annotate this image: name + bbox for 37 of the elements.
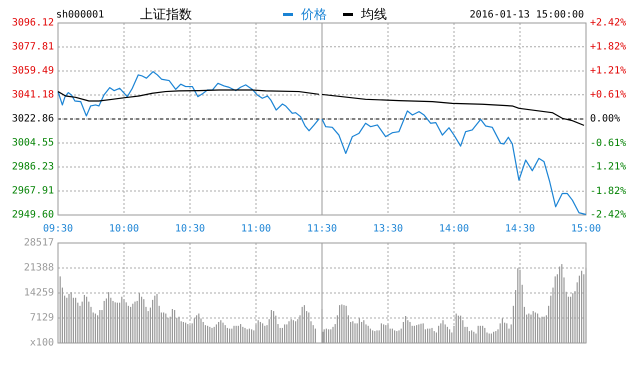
y-tick-label: x100 bbox=[30, 338, 54, 349]
x-tick-label: 14:30 bbox=[504, 224, 536, 235]
y-tick-label: 2986.23 bbox=[12, 162, 54, 173]
chart-subtitle: sh000001 bbox=[56, 10, 104, 21]
x-tick-label: 14:00 bbox=[438, 224, 470, 235]
y2-tick-label: -2.42% bbox=[590, 210, 626, 221]
y2-tick-label: +1.21% bbox=[590, 66, 626, 77]
y2-tick-label: +1.82% bbox=[590, 42, 626, 53]
text: 2016-01-13 15:00:00 bbox=[470, 10, 584, 21]
y-tick-label: 2949.60 bbox=[12, 210, 54, 221]
y2-tick-label: -1.21% bbox=[590, 162, 626, 173]
y-tick-label: 2967.91 bbox=[12, 186, 54, 197]
y-tick-label: 3096.12 bbox=[12, 18, 54, 29]
y-tick-label: 3059.49 bbox=[12, 66, 54, 77]
y-tick-label: 28517 bbox=[24, 238, 54, 249]
y-tick-label: 14259 bbox=[24, 288, 54, 299]
y-tick-label: 3077.81 bbox=[12, 42, 54, 53]
x-tick-label: 11:30 bbox=[306, 224, 338, 235]
legend-label: 均线 bbox=[360, 8, 387, 23]
y-tick-label: 3041.18 bbox=[12, 90, 54, 101]
x-tick-label: 10:00 bbox=[108, 224, 140, 235]
x-tick-label: 11:00 bbox=[240, 224, 272, 235]
x-tick-label: 09:30 bbox=[42, 224, 74, 235]
legend-label: 价格 bbox=[300, 8, 327, 23]
y2-tick-label: -1.82% bbox=[590, 186, 626, 197]
y2-tick-label: 0.00% bbox=[590, 114, 620, 125]
x-tick-label: 10:30 bbox=[174, 224, 206, 235]
y2-tick-label: +2.42% bbox=[590, 18, 626, 29]
y2-tick-label: +0.61% bbox=[590, 90, 626, 101]
chart-title: 上证指数 bbox=[140, 8, 192, 23]
y-tick-label: 21388 bbox=[24, 262, 54, 274]
x-tick-label: 15:00 bbox=[570, 224, 602, 235]
y-tick-label: 7129 bbox=[30, 312, 54, 324]
y-tick-label: 3022.86 bbox=[12, 114, 54, 125]
x-tick-label: 13:30 bbox=[372, 224, 404, 235]
y2-tick-label: -0.61% bbox=[590, 138, 626, 149]
y-tick-label: 3004.55 bbox=[12, 138, 54, 149]
